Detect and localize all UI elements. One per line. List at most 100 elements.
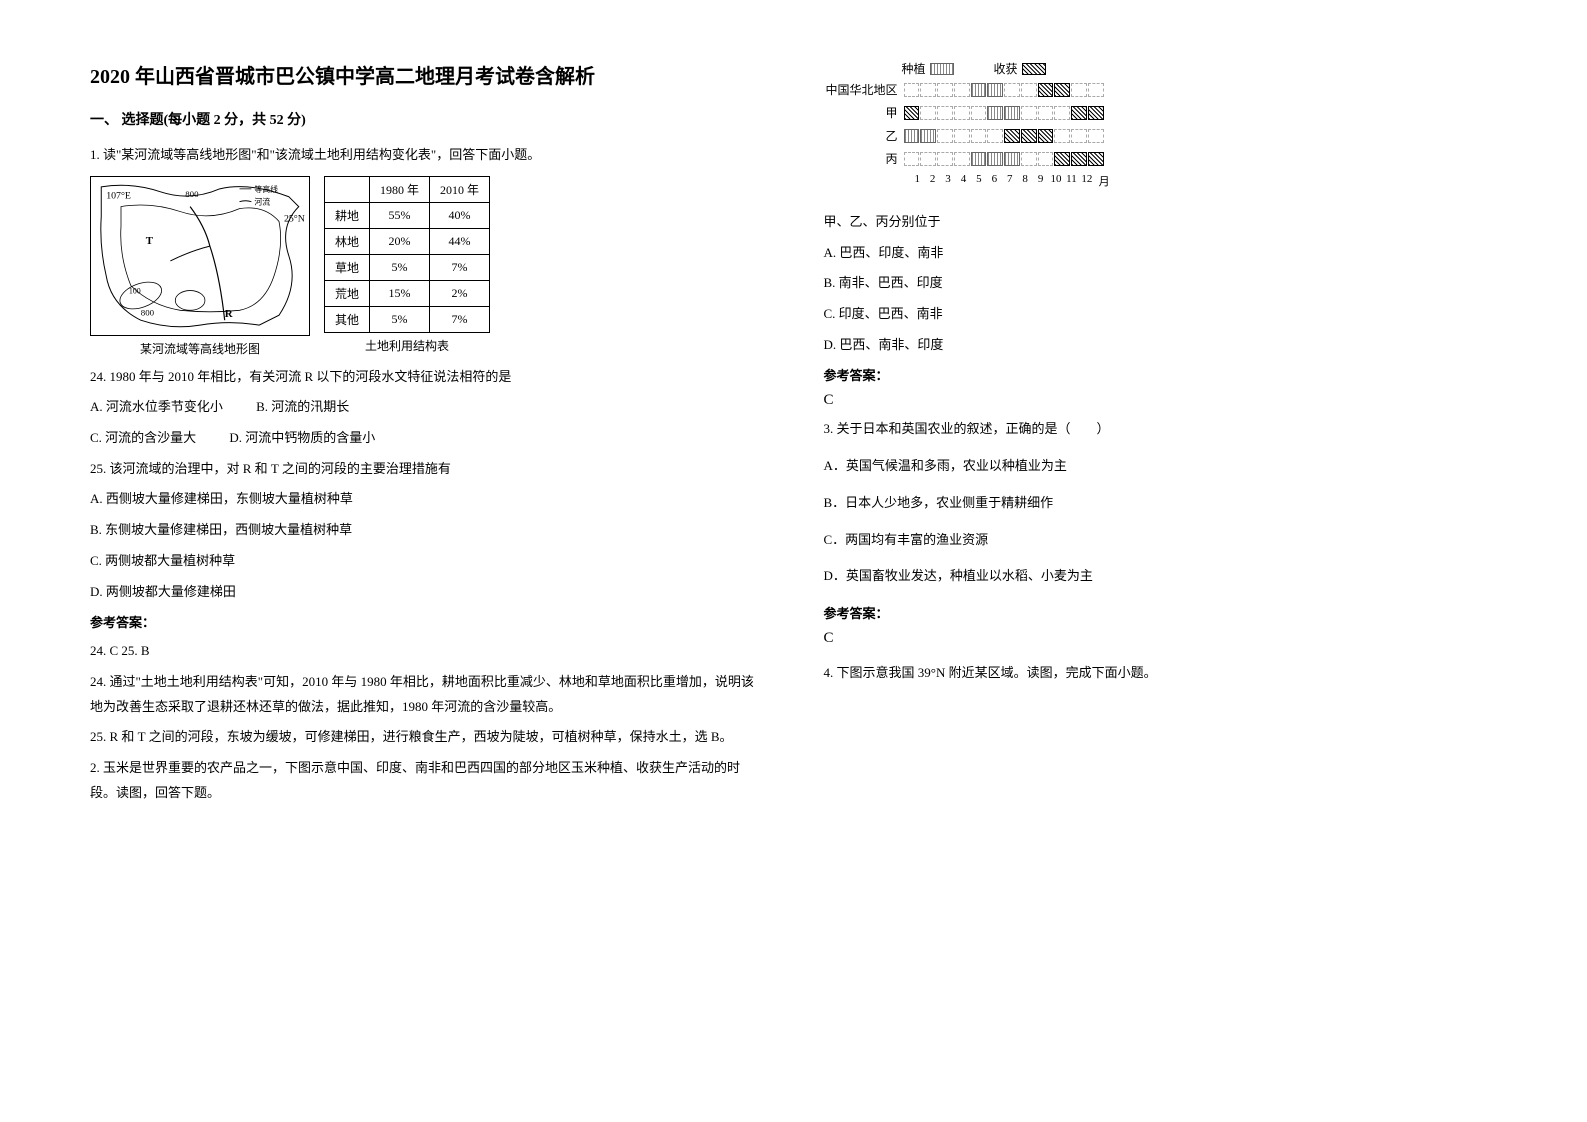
q1-figure-row: 107°E 25°N R T 800 800 100 等高线 河流 某河流域等高…	[90, 176, 764, 357]
chart-cell	[904, 129, 920, 143]
q1-intro: 1. 读"某河流域等高线地形图"和"该流域土地利用结构变化表"，回答下面小题。	[90, 143, 764, 168]
chart-row: 丙	[824, 150, 1124, 167]
chart-cell	[1038, 83, 1054, 97]
plant-swatch	[930, 63, 954, 75]
r-label: R	[225, 308, 233, 320]
q25-opt-b: B. 东侧坡大量修建梯田，西侧坡大量植树种草	[90, 518, 764, 543]
chart-cell	[971, 152, 987, 166]
q25-stem: 25. 该河流域的治理中，对 R 和 T 之间的河段的主要治理措施有	[90, 457, 764, 482]
q2-opt-d: D. 巴西、南非、印度	[824, 333, 1498, 358]
land-table-container: 1980 年 2010 年 耕地55%40% 林地20%44% 草地5%7% 荒…	[324, 176, 490, 354]
chart-cell	[1021, 106, 1037, 120]
answer-label-3: 参考答案：	[824, 603, 1498, 622]
q4-stem: 4. 下图示意我国 39°N 附近某区域。读图，完成下面小题。	[824, 661, 1498, 686]
chart-cell	[1004, 106, 1020, 120]
svg-text:100: 100	[129, 286, 141, 295]
chart-cell	[1038, 106, 1054, 120]
table-row: 荒地15%2%	[325, 280, 490, 306]
th-blank	[325, 176, 370, 202]
chart-cell	[920, 129, 936, 143]
chart-bars	[904, 83, 1104, 97]
table-row: 草地5%7%	[325, 254, 490, 280]
chart-cell	[904, 83, 920, 97]
chart-cell	[954, 106, 970, 120]
chart-cell	[937, 83, 953, 97]
table-row: 其他5%7%	[325, 306, 490, 332]
chart-cell	[1088, 152, 1104, 166]
chart-cell	[1071, 83, 1087, 97]
chart-bars	[904, 106, 1104, 120]
th-2010: 2010 年	[430, 176, 490, 202]
chart-cell	[1038, 152, 1054, 166]
chart-cell	[1088, 129, 1104, 143]
page-title: 2020 年山西省晋城市巴公镇中学高二地理月考试卷含解析	[90, 60, 764, 89]
q2-opt-a: A. 巴西、印度、南非	[824, 241, 1498, 266]
chart-cell	[1054, 106, 1070, 120]
chart-cell	[971, 83, 987, 97]
t-label: T	[146, 235, 154, 247]
q3-opt-b: B．日本人少地多，农业侧重于精耕细作	[824, 491, 1498, 516]
q25-opt-d: D. 两侧坡都大量修建梯田	[90, 580, 764, 605]
chart-row-label: 丙	[824, 150, 904, 167]
chart-cell	[954, 129, 970, 143]
q3-opt-a: A．英国气候温和多雨，农业以种植业为主	[824, 454, 1498, 479]
svg-text:河流: 河流	[254, 196, 270, 206]
chart-bars	[904, 129, 1104, 143]
chart-cell	[920, 83, 936, 97]
chart-cell	[1004, 83, 1020, 97]
q1-answers: 24. C 25. B	[90, 639, 764, 664]
chart-cell	[920, 106, 936, 120]
q24-opt-row2: C. 河流的含沙量大 D. 河流中钙物质的含量小	[90, 426, 764, 451]
chart-cell	[1021, 152, 1037, 166]
table-caption: 土地利用结构表	[324, 337, 490, 354]
chart-cell	[937, 106, 953, 120]
th-1980: 1980 年	[370, 176, 430, 202]
harvest-swatch	[1022, 63, 1046, 75]
chart-bars	[904, 152, 1104, 166]
chart-cell	[1054, 129, 1070, 143]
chart-cell	[1021, 83, 1037, 97]
chart-cell	[904, 106, 920, 120]
chart-cell	[1021, 129, 1037, 143]
chart-row-label: 中国华北地区	[824, 81, 904, 98]
q24-opt-a: A. 河流水位季节变化小	[90, 395, 223, 420]
q24-opt-d: D. 河流中钙物质的含量小	[229, 426, 375, 451]
svg-text:等高线: 等高线	[254, 184, 278, 194]
chart-cell	[937, 152, 953, 166]
chart-row-label: 乙	[824, 127, 904, 144]
lon-label: 107°E	[106, 190, 131, 201]
chart-cell	[954, 152, 970, 166]
chart-cell	[904, 152, 920, 166]
legend-harvest: 收获	[994, 60, 1046, 77]
chart-cell	[920, 152, 936, 166]
chart-row: 乙	[824, 127, 1124, 144]
map-container: 107°E 25°N R T 800 800 100 等高线 河流 某河流域等高…	[90, 176, 310, 357]
lat-label: 25°N	[284, 213, 305, 224]
chart-row: 甲	[824, 104, 1124, 121]
chart-cell	[1038, 129, 1054, 143]
q3-opt-d: D．英国畜牧业发达，种植业以水稻、小麦为主	[824, 564, 1498, 589]
corn-timeline-chart: 种植 收获 中国华北地区甲乙丙 123456789101112月	[824, 60, 1124, 200]
q24-stem: 24. 1980 年与 2010 年相比，有关河流 R 以下的河段水文特征说法相…	[90, 365, 764, 390]
section-heading: 一、 选择题(每小题 2 分，共 52 分)	[90, 109, 764, 129]
q3-opt-c: C．两国均有丰富的渔业资源	[824, 528, 1498, 553]
q2-stem: 甲、乙、丙分别位于	[824, 210, 1498, 235]
chart-row-label: 甲	[824, 104, 904, 121]
months-axis: 123456789101112月	[910, 173, 1110, 189]
chart-cell	[1071, 106, 1087, 120]
chart-cell	[1088, 106, 1104, 120]
chart-cell	[971, 106, 987, 120]
q2-intro: 2. 玉米是世界重要的农产品之一，下图示意中国、印度、南非和巴西四国的部分地区玉…	[90, 756, 764, 805]
q2-opt-c: C. 印度、巴西、南非	[824, 302, 1498, 327]
q3-stem: 3. 关于日本和英国农业的叙述，正确的是（ ）	[824, 417, 1498, 442]
chart-cell	[987, 106, 1003, 120]
q25-opt-c: C. 两侧坡都大量植树种草	[90, 549, 764, 574]
q1-explain-24: 24. 通过"土地土地利用结构表"可知，2010 年与 1980 年相比，耕地面…	[90, 670, 764, 719]
contour-map-svg: 107°E 25°N R T 800 800 100 等高线 河流	[91, 177, 309, 335]
chart-cell	[1054, 83, 1070, 97]
chart-cell	[987, 83, 1003, 97]
chart-row: 中国华北地区	[824, 81, 1124, 98]
chart-cell	[1071, 129, 1087, 143]
chart-cell	[954, 83, 970, 97]
chart-cell	[1054, 152, 1070, 166]
